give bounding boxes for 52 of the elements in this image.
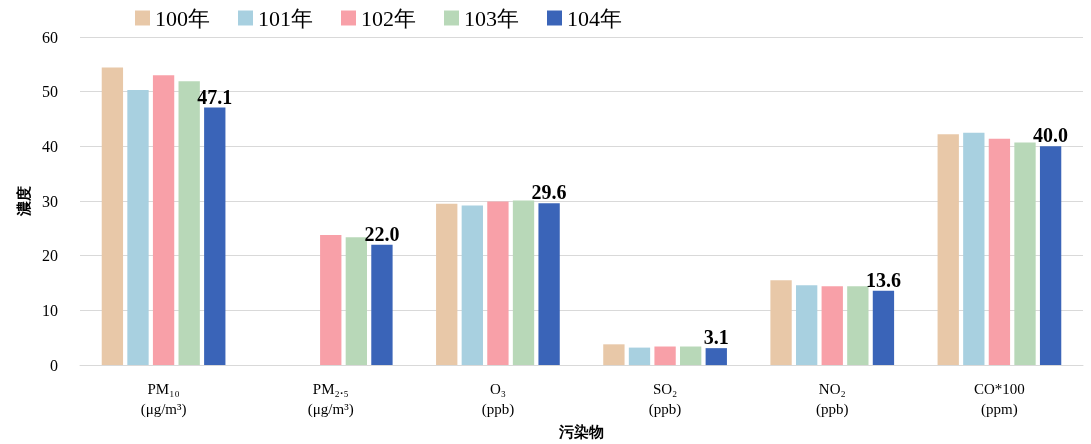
legend-label: 100年 (155, 5, 210, 31)
bar (127, 90, 149, 366)
bar (371, 244, 393, 366)
x-axis-title: 污染物 (558, 422, 604, 440)
bar (320, 234, 342, 366)
bar (204, 107, 226, 366)
data-label: 40.0 (1033, 124, 1069, 147)
bar (1014, 142, 1036, 366)
bar (654, 346, 676, 366)
bar (436, 203, 458, 366)
bar (152, 75, 175, 366)
bar (101, 67, 124, 366)
data-label: 13.6 (865, 268, 901, 291)
bar (538, 203, 560, 366)
bar (461, 205, 483, 366)
legend-label: 104年 (567, 5, 622, 31)
bar (847, 286, 869, 366)
bar (937, 134, 959, 366)
bar (512, 200, 535, 366)
bar (628, 347, 651, 366)
bar (1039, 146, 1062, 366)
x-tick-label: CO*100 (ppm) (973, 381, 1025, 419)
y-tick-label: 40 (42, 137, 58, 155)
bar (603, 344, 625, 366)
y-tick-label: 60 (42, 28, 58, 46)
x-tick-label: PM₂.₅ (μg/m³) (307, 381, 354, 419)
legend-label: 101年 (258, 5, 313, 31)
x-tick-label: SO₂ (ppb) (648, 381, 682, 419)
y-tick-label: 20 (42, 247, 58, 265)
data-label: 29.6 (531, 181, 567, 204)
data-label: 3.1 (703, 326, 729, 349)
bar (963, 132, 985, 366)
bar (872, 290, 895, 366)
bar (770, 280, 792, 366)
bar (487, 201, 509, 366)
bar (988, 138, 1011, 366)
y-tick-label: 30 (42, 192, 58, 210)
bar (680, 346, 702, 366)
x-tick-label: O₃ (ppb) (481, 381, 515, 419)
bar (705, 348, 727, 366)
y-tick-label: 0 (50, 356, 58, 374)
data-label: 47.1 (197, 85, 233, 108)
legend-label: 103年 (464, 5, 519, 31)
bar (795, 285, 818, 366)
legend-label: 102年 (361, 5, 416, 31)
y-axis-title: 濃度 (14, 186, 32, 218)
y-tick-label: 50 (42, 83, 58, 101)
data-label: 22.0 (364, 222, 400, 245)
x-tick-label: NO₂ (ppb) (816, 381, 849, 419)
bar (821, 286, 843, 366)
x-tick-label: PM₁₀ (μg/m³) (140, 381, 187, 419)
y-tick-label: 10 (42, 301, 58, 319)
